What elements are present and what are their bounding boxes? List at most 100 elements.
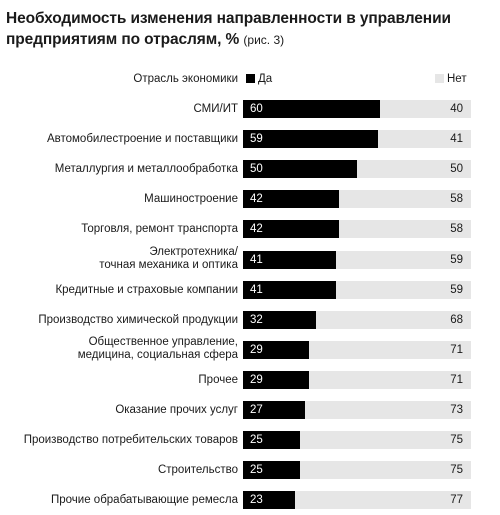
value-yes: 60 — [250, 103, 263, 115]
category-label-line: Оказание прочих услуг — [115, 404, 238, 416]
bar-row: Прочие обрабатывающие ремесла 23 77 — [0, 491, 500, 509]
category-label: Общественное управление, медицина, социал… — [0, 336, 238, 362]
bar-yes — [243, 100, 380, 118]
bar-row: Оказание прочих услуг 27 73 — [0, 401, 500, 419]
value-yes: 25 — [250, 464, 263, 476]
value-no: 50 — [450, 163, 463, 175]
value-no: 41 — [450, 133, 463, 145]
category-label: Металлургия и металлообработка — [0, 163, 238, 176]
bar-yes — [243, 220, 339, 238]
legend-yes-swatch — [246, 74, 255, 83]
bar-no — [243, 431, 471, 449]
chart-title: Необходимость изменения направленности в… — [6, 8, 486, 51]
category-label: Автомобилестроение и поставщики — [0, 133, 238, 146]
category-label-line: Машиностроение — [144, 193, 238, 205]
category-label: Прочие обрабатывающие ремесла — [0, 494, 238, 507]
category-label-line: Кредитные и страховые компании — [55, 284, 238, 296]
category-label: Торговля, ремонт транспорта — [0, 223, 238, 236]
value-no: 71 — [450, 374, 463, 386]
value-yes: 27 — [250, 404, 263, 416]
value-no: 59 — [450, 254, 463, 266]
bar-row: Общественное управление, медицина, социал… — [0, 336, 500, 361]
bar-yes — [243, 251, 337, 269]
bar-row: Электротехника/точная механика и оптика 4… — [0, 246, 500, 271]
value-yes: 25 — [250, 434, 263, 446]
bar-row: Прочее 29 71 — [0, 371, 500, 389]
value-yes: 59 — [250, 133, 263, 145]
value-yes: 50 — [250, 163, 263, 175]
bar-yes — [243, 431, 300, 449]
bar-no — [243, 461, 471, 479]
category-label-line: Строительство — [157, 464, 238, 476]
value-yes: 23 — [250, 494, 263, 506]
bar-no — [243, 491, 471, 509]
category-label-line: Прочее — [198, 374, 238, 386]
category-label: Машиностроение — [0, 193, 238, 206]
bar-yes — [243, 281, 337, 299]
category-label: Электротехника/точная механика и оптика — [0, 246, 238, 272]
value-no: 75 — [450, 434, 463, 446]
bar-yes — [243, 461, 300, 479]
legend-no-label: Нет — [447, 73, 467, 85]
value-yes: 32 — [250, 314, 263, 326]
bar-row: Металлургия и металлообработка 50 50 — [0, 160, 500, 178]
bar-row: СМИ/ИТ 60 40 — [0, 100, 500, 118]
value-no: 58 — [450, 223, 463, 235]
category-label: СМИ/ИТ — [0, 103, 238, 116]
category-label: Строительство — [0, 464, 238, 477]
figure-reference: (рис. 3) — [243, 33, 285, 47]
category-label-line: Общественное управление, — [88, 336, 238, 348]
bar-yes — [243, 190, 339, 208]
bar-yes — [243, 130, 378, 148]
value-yes: 41 — [250, 284, 263, 296]
value-no: 40 — [450, 103, 463, 115]
value-yes: 29 — [250, 374, 263, 386]
category-header: Отрасль экономики — [133, 73, 238, 85]
bar-row: Машиностроение 42 58 — [0, 190, 500, 208]
bar-row: Кредитные и страховые компании 41 59 — [0, 281, 500, 299]
value-yes: 29 — [250, 344, 263, 356]
bar-row: Производство химической продукции 32 68 — [0, 311, 500, 329]
category-label-line: точная механика и оптика — [99, 259, 238, 271]
value-no: 73 — [450, 404, 463, 416]
bar-row: Автомобилестроение и поставщики 59 41 — [0, 130, 500, 148]
legend-yes-label: Да — [258, 73, 273, 85]
bar-row: Строительство 25 75 — [0, 461, 500, 479]
category-label: Прочее — [0, 374, 238, 387]
category-label-line: СМИ/ИТ — [193, 103, 238, 115]
value-no: 77 — [450, 494, 463, 506]
category-label: Оказание прочих услуг — [0, 404, 238, 417]
category-label: Производство потребительских товаров — [0, 434, 238, 447]
value-no: 75 — [450, 464, 463, 476]
category-label: Производство химической продукции — [0, 314, 238, 327]
category-label-line: Прочие обрабатывающие ремесла — [50, 494, 238, 506]
value-no: 71 — [450, 344, 463, 356]
value-no: 59 — [450, 284, 463, 296]
bar-yes — [243, 371, 310, 389]
category-label-line: Торговля, ремонт транспорта — [81, 223, 238, 235]
bar-row: Производство потребительских товаров 25 75 — [0, 431, 500, 449]
category-label-line: Производство химической продукции — [38, 314, 238, 326]
bar-yes — [243, 311, 316, 329]
bar-yes — [243, 491, 296, 509]
category-label-line: Автомобилестроение и поставщики — [46, 133, 238, 145]
category-label-line: Электротехника/ — [149, 246, 238, 258]
category-label-line: Производство потребительских товаров — [23, 434, 238, 446]
value-no: 58 — [450, 193, 463, 205]
bar-yes — [243, 160, 357, 178]
value-yes: 42 — [250, 193, 263, 205]
legend-no: Нет — [435, 72, 467, 86]
legend-yes: Да — [246, 72, 272, 86]
value-yes: 42 — [250, 223, 263, 235]
legend-no-swatch — [435, 74, 444, 83]
chart-title-text: Необходимость изменения направленности в… — [6, 10, 451, 48]
bar-row: Торговля, ремонт транспорта 42 58 — [0, 220, 500, 238]
category-label-line: Металлургия и металлообработка — [54, 163, 238, 175]
category-label: Кредитные и страховые компании — [0, 284, 238, 297]
bar-yes — [243, 401, 305, 419]
value-no: 68 — [450, 314, 463, 326]
value-yes: 41 — [250, 254, 263, 266]
category-label-line: медицина, социальная сфера — [77, 349, 238, 361]
bar-yes — [243, 341, 310, 359]
